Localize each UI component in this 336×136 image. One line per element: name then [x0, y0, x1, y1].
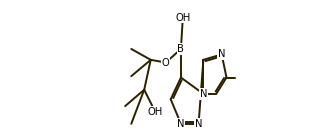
- Text: OH: OH: [175, 13, 191, 23]
- Text: N: N: [200, 89, 207, 99]
- Text: N: N: [177, 119, 185, 129]
- Text: OH: OH: [148, 106, 163, 117]
- Text: O: O: [162, 58, 170, 68]
- Text: N: N: [218, 49, 225, 59]
- Text: N: N: [195, 119, 202, 129]
- Text: B: B: [177, 44, 184, 54]
